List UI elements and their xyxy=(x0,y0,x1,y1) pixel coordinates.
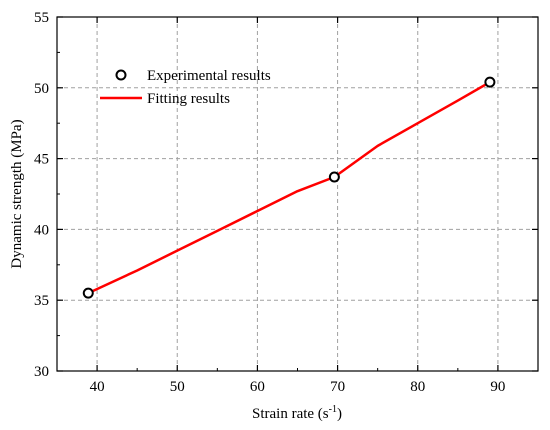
y-tick-label: 50 xyxy=(34,81,49,97)
x-tick-label: 60 xyxy=(250,379,265,395)
legend-label-experimental: Experimental results xyxy=(147,68,271,84)
y-axis-label: Dynamic strength (MPa) xyxy=(9,119,25,268)
experimental-point xyxy=(484,76,496,88)
grid xyxy=(57,17,538,371)
y-tick-label: 55 xyxy=(34,10,49,26)
experimental-point xyxy=(328,171,340,183)
x-tick-label: 50 xyxy=(170,379,185,395)
y-tick-label: 35 xyxy=(34,293,49,309)
fit-layer xyxy=(87,81,491,295)
plot-frame xyxy=(56,16,539,372)
experimental-point xyxy=(82,287,94,299)
x-tick-label: 40 xyxy=(90,379,105,395)
legend: Experimental results Fitting results xyxy=(100,68,271,107)
y-tick-label: 30 xyxy=(34,364,49,380)
y-tick-label: 45 xyxy=(34,152,49,168)
legend-marker-experimental xyxy=(115,69,127,81)
x-tick-label: 90 xyxy=(490,379,505,395)
x-axis-label-superscript: -1 xyxy=(329,404,337,415)
x-axis-label: Strain rate (s-1) xyxy=(252,404,342,422)
x-tick-label: 70 xyxy=(330,379,345,395)
points-layer xyxy=(82,76,496,299)
x-tick-label: 80 xyxy=(410,379,425,395)
axis-ticks: 40 50 60 70 80 90 30 35 40 45 50 55 xyxy=(34,10,539,395)
y-tick-label: 40 xyxy=(34,222,49,238)
fitting-curve xyxy=(87,81,491,295)
legend-label-fitting: Fitting results xyxy=(147,91,230,107)
